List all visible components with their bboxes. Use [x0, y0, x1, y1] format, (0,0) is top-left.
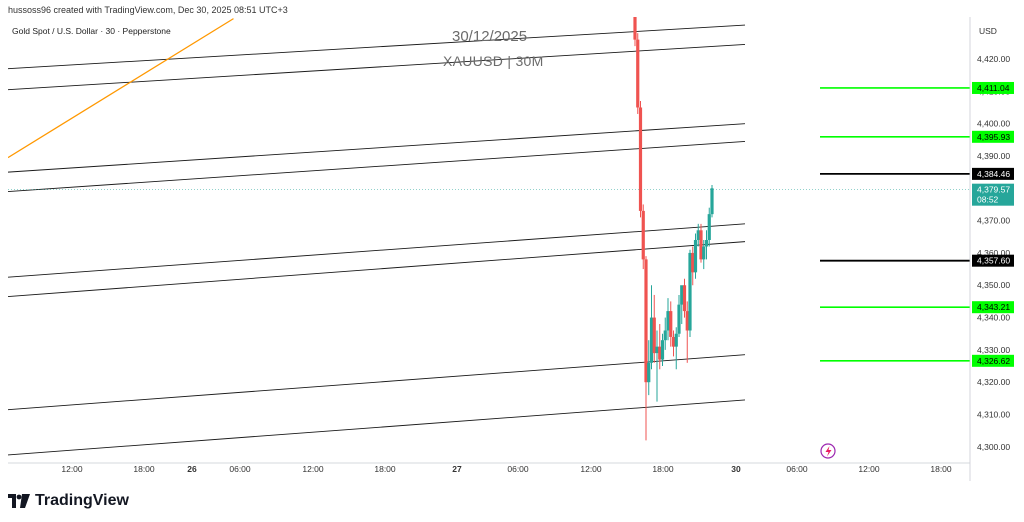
- candle-down[interactable]: [685, 311, 689, 331]
- y-tick-label: 4,300.00: [977, 442, 1010, 452]
- plot-area: [8, 0, 970, 456]
- channel-trendline[interactable]: [8, 140, 746, 192]
- candle-down[interactable]: [691, 252, 695, 273]
- candle-up[interactable]: [693, 240, 698, 273]
- candle-up[interactable]: [649, 317, 654, 363]
- candle-up[interactable]: [677, 304, 681, 334]
- candle-up[interactable]: [663, 330, 667, 341]
- candle-down[interactable]: [652, 317, 656, 354]
- y-tick-label: 4,330.00: [977, 345, 1010, 355]
- level-price-tag-label: 4,357.60: [977, 256, 1010, 266]
- channel-trendline[interactable]: [8, 44, 746, 91]
- channel-trendline[interactable]: [8, 354, 746, 411]
- level-price-tag-label: 4,411.04: [977, 83, 1010, 93]
- x-tick-label: 18:00: [930, 464, 952, 474]
- x-tick-label: 06:00: [507, 464, 529, 474]
- x-tick-label: 18:00: [374, 464, 396, 474]
- level-price-tag[interactable]: [972, 130, 1014, 143]
- tradingview-logo-icon: [8, 494, 30, 508]
- x-tick-label: 12:00: [61, 464, 83, 474]
- x-tick-label: 26: [187, 464, 197, 474]
- candle-up[interactable]: [696, 230, 700, 240]
- level-price-tag-label: 4,395.93: [977, 132, 1010, 142]
- channel-trendline[interactable]: [8, 241, 746, 298]
- x-tick-label: 27: [452, 464, 462, 474]
- x-tick-label: 06:00: [229, 464, 251, 474]
- candle-up[interactable]: [710, 188, 714, 215]
- channel-trendline[interactable]: [8, 24, 746, 70]
- tradingview-logo[interactable]: TradingView: [8, 492, 129, 510]
- level-price-tag-label: 4,343.21: [977, 302, 1010, 312]
- y-tick-label: 4,390.00: [977, 151, 1010, 161]
- candle-up[interactable]: [702, 246, 706, 260]
- x-tick-label: 12:00: [302, 464, 324, 474]
- x-tick-label: 06:00: [786, 464, 808, 474]
- x-tick-label: 30: [731, 464, 741, 474]
- candle-down[interactable]: [633, 0, 637, 40]
- candle-down[interactable]: [636, 39, 640, 108]
- candle-down[interactable]: [644, 259, 648, 383]
- current-price-value: 4,379.57: [977, 185, 1010, 195]
- candle-down[interactable]: [669, 311, 673, 337]
- candle-down[interactable]: [682, 285, 687, 312]
- candle-up[interactable]: [647, 362, 651, 383]
- currency-label: USD: [979, 26, 997, 36]
- y-tick-label: 4,350.00: [977, 280, 1010, 290]
- channel-trendline[interactable]: [8, 123, 746, 173]
- lightning-glyph: [825, 446, 832, 457]
- candle-up[interactable]: [688, 252, 692, 331]
- candle-up[interactable]: [666, 311, 670, 331]
- channel-trendline[interactable]: [8, 223, 746, 278]
- candle-up[interactable]: [707, 214, 711, 240]
- candle-down[interactable]: [671, 336, 676, 347]
- x-tick-label: 18:00: [652, 464, 674, 474]
- candle-up[interactable]: [660, 340, 665, 360]
- candle-down[interactable]: [658, 346, 662, 360]
- level-price-tag[interactable]: [972, 167, 1014, 180]
- x-tick-label: 18:00: [133, 464, 155, 474]
- y-tick-label: 4,340.00: [977, 313, 1010, 323]
- channel-trendline[interactable]: [8, 399, 746, 456]
- x-tick-label: 12:00: [580, 464, 602, 474]
- y-tick-label: 4,360.00: [977, 248, 1010, 258]
- author-credit: hussoss96 created with TradingView.com, …: [8, 5, 288, 15]
- candle-down[interactable]: [641, 210, 645, 260]
- level-price-tag[interactable]: [972, 81, 1014, 94]
- y-tick-label: 4,370.00: [977, 216, 1010, 226]
- current-price-tag[interactable]: [972, 183, 1014, 206]
- level-price-tag[interactable]: [972, 301, 1014, 314]
- orange-trendline[interactable]: [8, 18, 234, 159]
- candle-down[interactable]: [699, 230, 703, 260]
- y-tick-label: 4,400.00: [977, 119, 1010, 129]
- level-price-tag[interactable]: [972, 354, 1014, 367]
- candle-up[interactable]: [655, 346, 659, 354]
- bar-countdown: 08:52: [977, 195, 999, 205]
- brand-name: TradingView: [35, 492, 129, 509]
- watermark-symbol: XAUUSD | 30M: [443, 53, 544, 69]
- y-tick-label: 4,310.00: [977, 410, 1010, 420]
- candle-up[interactable]: [704, 240, 709, 247]
- level-price-tag-label: 4,384.46: [977, 169, 1010, 179]
- level-price-tag-label: 4,326.62: [977, 356, 1010, 366]
- y-tick-label: 4,320.00: [977, 377, 1010, 387]
- watermark-date: 30/12/2025: [452, 28, 528, 45]
- x-tick-label: 12:00: [858, 464, 880, 474]
- candle-up[interactable]: [680, 285, 684, 305]
- level-price-tag[interactable]: [972, 254, 1014, 267]
- alert-lightning-icon[interactable]: [820, 443, 836, 459]
- symbol-description: Gold Spot / U.S. Dollar · 30 · Peppersto…: [12, 26, 171, 36]
- y-tick-label: 4,420.00: [977, 54, 1010, 64]
- candle-up[interactable]: [674, 333, 678, 347]
- candle-down[interactable]: [638, 107, 643, 211]
